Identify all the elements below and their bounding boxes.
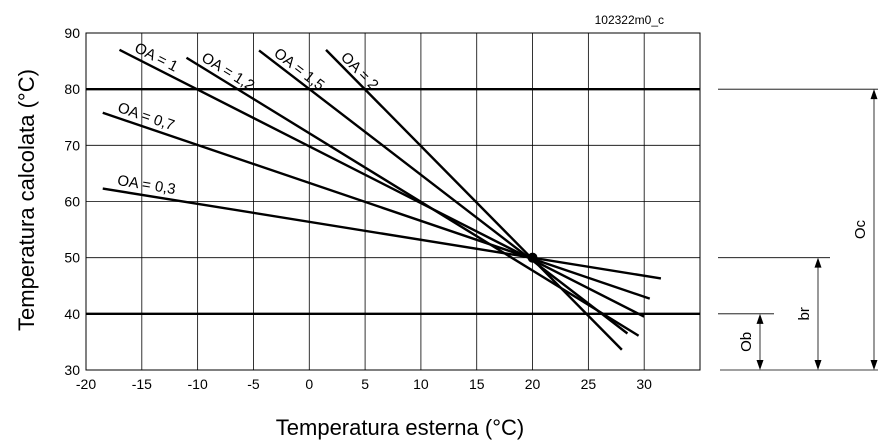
- dimension-markers: Ob br Oc: [718, 88, 878, 371]
- dimension-arrowhead: [814, 257, 822, 268]
- x-tick-label: -5: [247, 376, 260, 392]
- x-tick-label: 30: [636, 376, 652, 392]
- reference-lines: [86, 87, 700, 316]
- series-label: OA = 1: [132, 39, 181, 75]
- series-line: [102, 111, 651, 300]
- series-label: OA = 0,7: [115, 99, 176, 134]
- dimension-arrowhead: [814, 360, 822, 370]
- series-line: [325, 49, 623, 351]
- series-lines: [102, 48, 662, 351]
- series-label: OA = 1,2: [198, 49, 257, 94]
- y-tick-label: 40: [64, 306, 80, 322]
- x-tick-label: 20: [525, 376, 541, 392]
- y-tick-label: 50: [64, 250, 80, 266]
- dimension-label: Oc: [852, 220, 869, 240]
- x-tick-label: -20: [76, 376, 96, 392]
- series-line: [102, 187, 662, 280]
- series-label: OA = 2: [337, 49, 382, 94]
- series-label: OA = 1,5: [271, 45, 328, 94]
- x-tick-label: 15: [469, 376, 485, 392]
- chart-code: 102322m0_c: [595, 13, 664, 27]
- x-tick-label: 10: [413, 376, 429, 392]
- dimension-arrowhead: [870, 89, 878, 100]
- dimension-arrowhead: [870, 360, 878, 370]
- y-tick-label: 90: [64, 25, 80, 41]
- series-line: [185, 56, 640, 337]
- series-label: OA = 0,3: [116, 172, 177, 198]
- series-line: [258, 49, 629, 335]
- dimension-arrowhead: [756, 313, 764, 324]
- y-axis-label: Temperatura calcolata (°C): [14, 69, 39, 331]
- series-line: [118, 48, 645, 318]
- plot-frame: [85, 32, 701, 371]
- dimension-label: br: [796, 307, 813, 320]
- x-tick-label: 0: [305, 376, 313, 392]
- x-tick-label: -10: [188, 376, 208, 392]
- x-tick-label: -15: [132, 376, 152, 392]
- x-tick-label: 5: [361, 376, 369, 392]
- x-tick-labels: -20 -15 -10 -5 0 5 10 15 20 25 30: [76, 376, 652, 392]
- y-tick-labels: 30 40 50 60 70 80 90: [64, 25, 80, 378]
- dimension-arrowhead: [756, 360, 764, 370]
- x-tick-label: 25: [581, 376, 597, 392]
- series-labels: OA = 0,3 OA = 0,7 OA = 1 OA = 1,2 OA = 1,5 OA…: [115, 39, 381, 198]
- y-tick-label: 70: [64, 137, 80, 153]
- pivot-point: [527, 252, 538, 263]
- dimension-label: Ob: [738, 332, 755, 352]
- y-tick-label: 80: [64, 81, 80, 97]
- x-axis-label: Temperatura esterna (°C): [276, 415, 524, 440]
- y-tick-label: 60: [64, 194, 80, 210]
- y-tick-label: 30: [64, 362, 80, 378]
